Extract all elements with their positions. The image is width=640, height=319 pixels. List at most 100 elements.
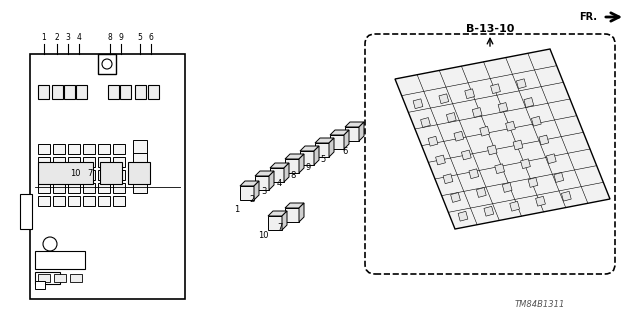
Text: 7: 7 [277, 224, 283, 233]
Text: 10: 10 [70, 168, 80, 177]
Bar [35, 281, 45, 289]
Bar [38, 274, 50, 282]
Bar [98, 170, 110, 180]
Bar [113, 157, 125, 167]
Bar [100, 162, 122, 184]
Bar [108, 85, 119, 99]
Text: 6: 6 [148, 33, 154, 42]
Bar [270, 168, 284, 182]
Bar [454, 131, 464, 141]
Bar [502, 182, 512, 192]
Bar [498, 103, 508, 112]
Bar [547, 154, 556, 164]
Bar [98, 196, 110, 206]
Bar [113, 183, 125, 193]
Bar [458, 211, 468, 221]
Polygon shape [270, 163, 289, 168]
Bar [83, 157, 95, 167]
Bar [133, 153, 147, 167]
Bar [413, 99, 423, 109]
Bar [285, 208, 299, 222]
Bar [113, 196, 125, 206]
Polygon shape [299, 203, 304, 222]
Text: TM84B1311: TM84B1311 [515, 300, 565, 309]
Bar [20, 194, 32, 229]
Bar [531, 116, 541, 126]
Bar [465, 89, 475, 99]
Bar [98, 54, 116, 74]
Polygon shape [330, 130, 349, 135]
Polygon shape [359, 122, 364, 141]
Text: 9: 9 [305, 164, 310, 173]
Polygon shape [282, 211, 287, 230]
Circle shape [43, 237, 57, 251]
Bar [68, 157, 80, 167]
Polygon shape [255, 171, 274, 176]
Text: 3: 3 [65, 33, 70, 42]
Bar [439, 94, 449, 104]
Bar [68, 196, 80, 206]
Text: 6: 6 [342, 147, 348, 157]
Bar [255, 176, 269, 190]
Bar [330, 135, 344, 149]
Bar [53, 157, 65, 167]
Bar [148, 85, 159, 99]
Bar [428, 136, 438, 146]
Bar [461, 150, 471, 160]
Polygon shape [314, 146, 319, 165]
Bar [98, 157, 110, 167]
Bar [528, 178, 538, 187]
Bar [128, 162, 150, 184]
Bar [315, 143, 329, 157]
Bar [120, 85, 131, 99]
Bar [83, 170, 95, 180]
Text: 4: 4 [276, 180, 282, 189]
Bar [68, 144, 80, 154]
Text: 8: 8 [108, 33, 113, 42]
Bar [38, 162, 93, 184]
Bar [506, 121, 515, 131]
Bar [35, 272, 60, 284]
Polygon shape [284, 163, 289, 182]
Polygon shape [240, 181, 259, 186]
Polygon shape [300, 146, 319, 151]
Bar [469, 169, 479, 179]
FancyBboxPatch shape [365, 34, 615, 274]
Text: FR.: FR. [579, 12, 597, 22]
Bar [495, 164, 504, 174]
Bar [268, 216, 282, 230]
Bar [300, 151, 314, 165]
Bar [54, 274, 66, 282]
Bar [113, 170, 125, 180]
Bar [451, 193, 460, 202]
Bar [516, 79, 526, 89]
Circle shape [102, 59, 112, 69]
Polygon shape [299, 154, 304, 173]
Text: 2: 2 [250, 196, 255, 204]
Bar [513, 140, 523, 150]
Polygon shape [315, 138, 334, 143]
Bar [53, 144, 65, 154]
Bar [113, 144, 125, 154]
Bar [476, 188, 486, 197]
Bar [98, 183, 110, 193]
Bar [38, 157, 50, 167]
Bar [133, 140, 147, 154]
Bar [484, 206, 493, 216]
Bar [491, 84, 500, 93]
Text: 4: 4 [77, 33, 81, 42]
Bar [345, 127, 359, 141]
Bar [133, 179, 147, 193]
Bar [436, 155, 445, 165]
Bar [539, 135, 548, 145]
Bar [83, 144, 95, 154]
Bar [52, 85, 63, 99]
Polygon shape [395, 49, 610, 229]
Polygon shape [345, 122, 364, 127]
Polygon shape [285, 203, 304, 208]
Bar [53, 183, 65, 193]
Bar [536, 196, 545, 206]
Bar [285, 159, 299, 173]
Text: B-13-10: B-13-10 [466, 24, 514, 34]
Bar [443, 174, 453, 184]
